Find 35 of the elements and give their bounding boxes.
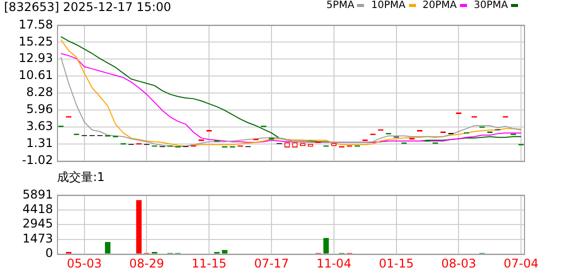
- chart-title: 成交量:1: [57, 169, 105, 186]
- candlestick: [308, 144, 314, 147]
- y-tick-label: 15.25: [18, 34, 53, 48]
- y-tick-label: 5.96: [26, 102, 53, 116]
- y-tick-label: 0: [45, 246, 53, 260]
- x-tick-label: 11-15: [192, 256, 227, 270]
- x-tick-label: 08-03: [441, 256, 476, 270]
- legend-label: 5PMA: [326, 0, 354, 11]
- x-tick-label: 01-15: [378, 256, 414, 270]
- candlestick: [300, 143, 306, 146]
- x-tick-label: 07-17: [254, 256, 289, 270]
- y-tick-label: 1.31: [26, 136, 53, 150]
- y-tick-label: 3.63: [26, 119, 53, 134]
- x-tick-label: 11-04: [316, 256, 352, 270]
- chart-title: [832653] 2025-12-17 15:00: [4, 0, 172, 14]
- bar: [222, 250, 228, 254]
- x-tick-label: 07-04: [504, 256, 539, 270]
- legend-label: 20PMA: [422, 0, 457, 11]
- y-tick-label: 17.58: [18, 17, 53, 32]
- candlestick: [331, 143, 337, 146]
- y-tick-label: 5891: [22, 187, 53, 202]
- y-tick-label: 8.28: [26, 85, 53, 100]
- legend-label: 30PMA: [474, 0, 508, 11]
- bar: [323, 238, 329, 254]
- y-tick-label: 2945: [22, 216, 53, 231]
- y-tick-label: 10.61: [18, 68, 53, 82]
- bar: [136, 200, 142, 254]
- y-tick-label: 4418: [22, 202, 53, 216]
- bar: [104, 242, 110, 254]
- x-tick-label: 08-29: [129, 256, 164, 270]
- x-tick-label: 05-03: [66, 256, 102, 270]
- y-tick-label: -1.02: [22, 152, 53, 167]
- y-tick-label: 12.93: [18, 51, 53, 66]
- y-tick-label: 1473: [22, 231, 53, 246]
- legend-label: 10PMA: [371, 0, 406, 11]
